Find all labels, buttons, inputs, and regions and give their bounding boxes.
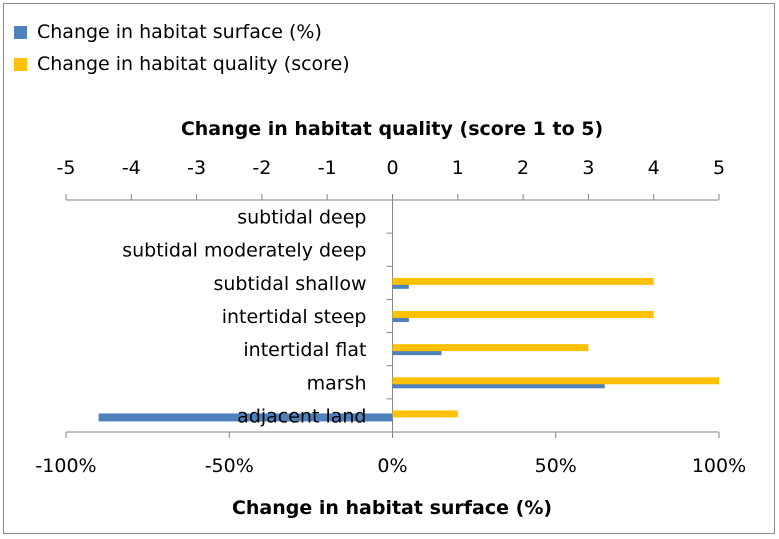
bar-quality — [392, 377, 719, 385]
top-tick-label: -2 — [252, 157, 271, 179]
legend-label-quality: Change in habitat quality (score) — [37, 53, 350, 75]
category-label: subtidal deep — [237, 207, 366, 229]
legend-label-surface: Change in habitat surface (%) — [37, 21, 322, 43]
legend-item-quality: Change in habitat quality (score) — [14, 48, 350, 80]
category-label: adjacent land — [237, 405, 366, 427]
bottom-tick-label: -100% — [35, 455, 96, 477]
legend-swatch-quality — [14, 57, 27, 71]
chart-frame — [3, 3, 775, 534]
bottom-axis-title: Change in habitat surface (%) — [232, 497, 552, 519]
category-label: intertidal flat — [243, 339, 366, 361]
bar-quality — [392, 410, 458, 418]
bottom-tick-label: -50% — [205, 455, 254, 477]
top-tick-label: 1 — [452, 157, 464, 179]
category-label: intertidal steep — [222, 306, 367, 328]
category-label: subtidal shallow — [213, 273, 366, 295]
top-tick-label: 5 — [713, 157, 725, 179]
top-tick-label: -5 — [57, 157, 76, 179]
top-tick-label: -4 — [122, 157, 141, 179]
bar-surface — [98, 413, 393, 422]
bar-quality — [392, 311, 654, 318]
top-tick-label: 4 — [648, 157, 660, 179]
top-tick-label: 0 — [386, 157, 398, 179]
bottom-tick-label: 100% — [692, 455, 746, 477]
bottom-tick-label: 0% — [377, 455, 407, 477]
top-tick-label: -3 — [187, 157, 206, 179]
bar-quality — [392, 277, 654, 285]
category-label: subtidal moderately deep — [122, 240, 366, 262]
top-tick-label: 2 — [517, 157, 529, 179]
top-axis-title: Change in habitat quality (score 1 to 5) — [181, 118, 603, 140]
bottom-tick-label: 50% — [535, 455, 577, 477]
legend: Change in habitat surface (%) Change in … — [14, 16, 350, 80]
top-tick-label: -1 — [318, 157, 337, 179]
category-label: marsh — [307, 372, 367, 394]
top-tick-label: 3 — [582, 157, 594, 179]
legend-swatch-surface — [14, 25, 27, 39]
legend-item-surface: Change in habitat surface (%) — [14, 16, 350, 48]
bar-quality — [392, 344, 589, 352]
